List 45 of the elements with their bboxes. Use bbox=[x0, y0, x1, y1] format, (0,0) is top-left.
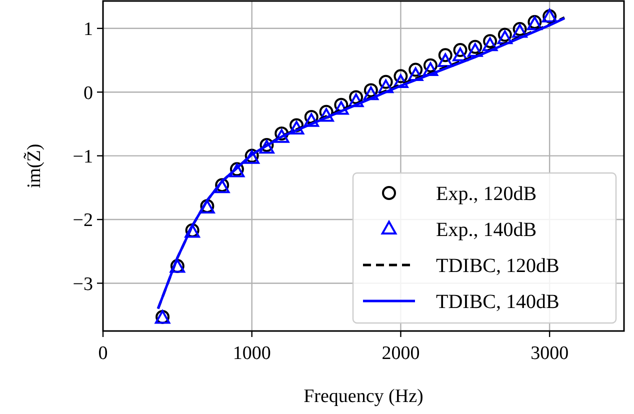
point bbox=[363, 86, 379, 100]
x-tick-label: 2000 bbox=[382, 343, 420, 364]
point bbox=[452, 48, 468, 62]
point bbox=[422, 62, 438, 76]
point bbox=[378, 79, 394, 94]
point bbox=[498, 28, 512, 42]
point bbox=[408, 67, 424, 82]
point bbox=[304, 113, 319, 127]
point bbox=[318, 108, 334, 122]
x-axis-title: Frequency (Hz) bbox=[304, 386, 424, 407]
legend-label: TDIBC, 120dB bbox=[436, 255, 560, 277]
point bbox=[349, 90, 364, 104]
x-tick-label: 1000 bbox=[232, 343, 271, 364]
point bbox=[334, 101, 349, 115]
point bbox=[497, 30, 513, 44]
point bbox=[438, 53, 453, 68]
x-tick-label: 0 bbox=[98, 343, 108, 364]
point bbox=[290, 118, 304, 132]
legend-label: Exp., 140dB bbox=[436, 219, 537, 241]
point bbox=[483, 34, 498, 48]
point bbox=[288, 120, 304, 135]
y-tick-label: −1 bbox=[72, 146, 93, 168]
point bbox=[438, 48, 452, 62]
y-axis-title: im(Z̃) bbox=[23, 144, 45, 188]
point bbox=[423, 58, 438, 72]
point bbox=[453, 43, 468, 58]
point bbox=[348, 93, 364, 108]
x-tick-label: 3000 bbox=[530, 343, 569, 364]
point bbox=[408, 62, 423, 77]
point bbox=[304, 110, 318, 124]
y-tick-label: 0 bbox=[84, 82, 93, 104]
point bbox=[468, 43, 483, 57]
point bbox=[394, 69, 408, 84]
point bbox=[482, 37, 498, 52]
legend-label: TDIBC, 140dB bbox=[436, 291, 560, 313]
point bbox=[364, 83, 378, 98]
y-tick-label: 1 bbox=[84, 19, 93, 40]
y-tick-label: −3 bbox=[72, 274, 93, 295]
point bbox=[319, 104, 334, 119]
legend-label: Exp., 120dB bbox=[436, 183, 537, 205]
point bbox=[393, 74, 408, 88]
point bbox=[468, 40, 482, 54]
point bbox=[274, 129, 290, 143]
y-tick-label: −2 bbox=[72, 210, 93, 232]
point bbox=[378, 74, 393, 89]
